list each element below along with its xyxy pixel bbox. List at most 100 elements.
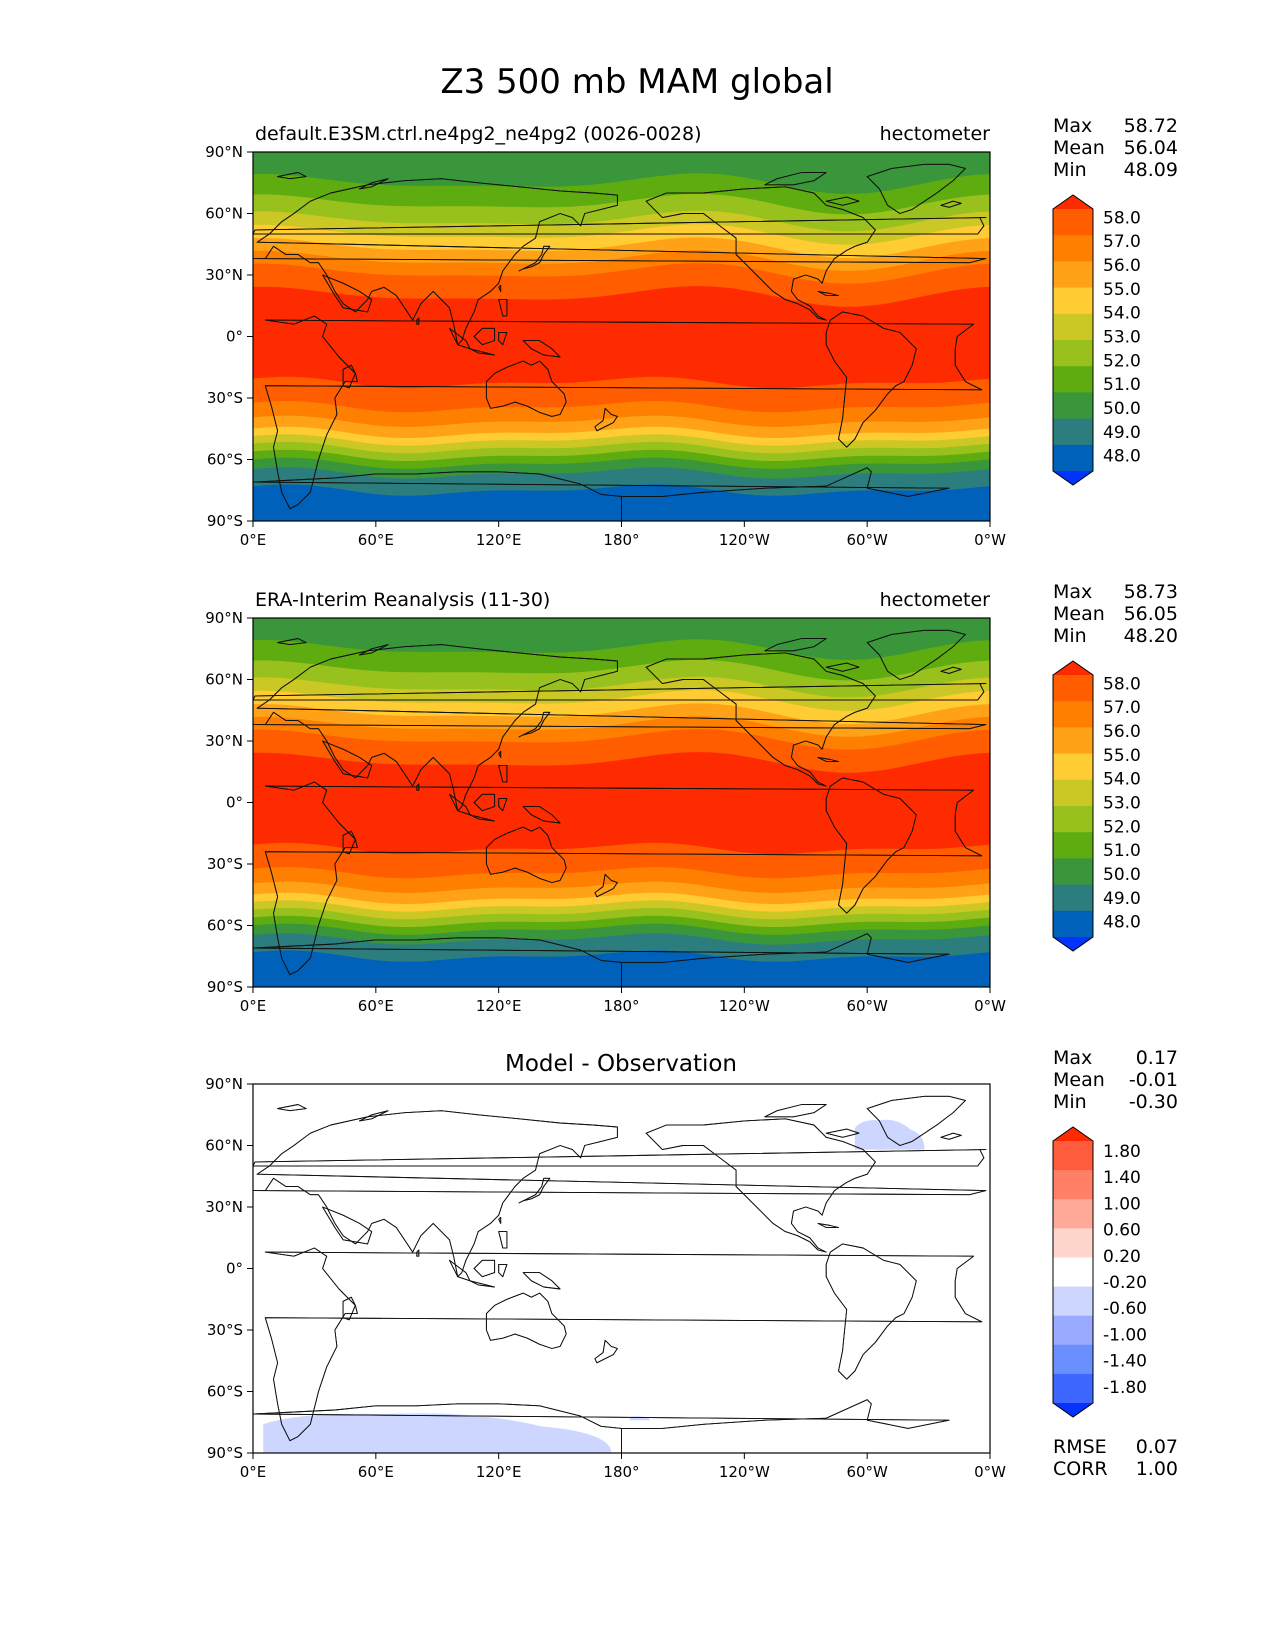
colorbar-segment bbox=[1053, 1228, 1093, 1258]
colorbar-segment bbox=[1053, 1344, 1093, 1375]
colorbar-extend-min bbox=[1053, 471, 1093, 485]
colorbar-segment bbox=[1053, 261, 1093, 289]
colorbar-segment bbox=[1053, 884, 1093, 912]
colorbar-segment bbox=[1053, 1315, 1093, 1346]
coastline bbox=[253, 683, 987, 701]
x-tick-label: 120°E bbox=[476, 1463, 522, 1481]
stats-ref: Max 58.73 Mean 56.05 Min 48.20 bbox=[1053, 581, 1178, 647]
colorbar-tick-label: 0.60 bbox=[1103, 1221, 1141, 1241]
coastline bbox=[764, 172, 827, 186]
stat-value: 58.73 bbox=[1124, 581, 1178, 603]
coastline bbox=[473, 793, 496, 812]
bottom-stat-value: 1.00 bbox=[1136, 1458, 1178, 1480]
panel-test-left-title: default.E3SM.ctrl.ne4pg2_ne4pg2 (0026-00… bbox=[255, 123, 702, 145]
y-tick-label: 30°S bbox=[207, 389, 243, 407]
map-test bbox=[253, 152, 990, 521]
colorbar-tick-label: 55.0 bbox=[1103, 746, 1141, 766]
x-tick-label: 180° bbox=[603, 531, 639, 549]
y-tick-label: 60°S bbox=[207, 451, 243, 469]
colorbar-segment bbox=[1053, 340, 1093, 367]
colorbar-segment bbox=[1053, 287, 1093, 315]
colorbar-extend-max bbox=[1053, 1127, 1093, 1141]
x-tick-label: 60°E bbox=[358, 997, 394, 1015]
x-tick-label: 60°W bbox=[846, 1463, 888, 1481]
y-tick-label: 0° bbox=[226, 1260, 243, 1278]
colorbar-segment bbox=[1053, 675, 1093, 702]
colorbar-tick-label: -1.00 bbox=[1103, 1325, 1147, 1345]
x-tick-label: 60°W bbox=[846, 997, 888, 1015]
y-tick-label: 90°N bbox=[205, 143, 243, 161]
coastline bbox=[825, 1243, 917, 1380]
colorbar-tick-label: 51.0 bbox=[1103, 841, 1141, 861]
colorbar-segment bbox=[1053, 235, 1093, 262]
coastline bbox=[473, 327, 496, 346]
colorbar-tick-label: 49.0 bbox=[1103, 889, 1141, 909]
colorbar-tick-label: 54.0 bbox=[1103, 770, 1141, 790]
coastline bbox=[264, 1247, 983, 1442]
coastline bbox=[359, 178, 389, 190]
colorbar-tick-label: 48.0 bbox=[1103, 447, 1141, 467]
colorbar-tick-label: 0.20 bbox=[1103, 1247, 1141, 1267]
panel-ref-left-title: ERA-Interim Reanalysis (11-30) bbox=[255, 589, 550, 611]
coastline bbox=[485, 1292, 567, 1349]
y-tick-label: 30°S bbox=[207, 855, 243, 873]
y-tick-label: 90°N bbox=[205, 1075, 243, 1093]
x-tick-label: 180° bbox=[603, 997, 639, 1015]
y-tick-label: 90°S bbox=[207, 1444, 243, 1462]
map-ref bbox=[253, 618, 990, 987]
coastline bbox=[416, 1249, 420, 1257]
colorbar-tick-label: 51.0 bbox=[1103, 375, 1141, 395]
stat-label: Min bbox=[1053, 625, 1087, 647]
colorbar-outline bbox=[1052, 194, 1094, 486]
panel-test: default.E3SM.ctrl.ne4pg2_ne4pg2 (0026-00… bbox=[205, 115, 1178, 549]
colorbar-tick-label: 1.80 bbox=[1103, 1142, 1141, 1162]
coastline bbox=[825, 662, 860, 672]
stats-test: Max 58.72 Mean 56.04 Min 48.09 bbox=[1053, 115, 1178, 181]
colorbar-tick-label: 50.0 bbox=[1103, 399, 1141, 419]
stat-label: Max bbox=[1053, 115, 1092, 137]
colorbar-segment bbox=[1053, 858, 1093, 886]
coastline bbox=[469, 814, 496, 822]
colorbar-outline bbox=[1052, 1126, 1094, 1418]
colorbar-tick-label: 56.0 bbox=[1103, 722, 1141, 742]
coastline bbox=[522, 806, 561, 824]
bottom-stat-label: CORR bbox=[1053, 1458, 1108, 1480]
colorbar-tick-label: 1.00 bbox=[1103, 1194, 1141, 1214]
axis-ticks-test: 0°E 60°E 120°E 180° 120°W 60°W 0°W 90°N 60°N 30°N… bbox=[205, 143, 1006, 549]
colorbar-tick-label: 57.0 bbox=[1103, 232, 1141, 252]
colorbar-extend-min bbox=[1053, 937, 1093, 951]
axis-ticks-diff: 0°E 60°E 120°E 180° 120°W 60°W 0°W 90°N 60°N 30°N… bbox=[205, 1075, 1006, 1481]
axis-ticks-ref: 0°E 60°E 120°E 180° 120°W 60°W 0°W 90°N 60°N 30°N… bbox=[205, 609, 1006, 1015]
coastline bbox=[359, 644, 389, 656]
stats-diff: Max 0.17 Mean -0.01 Min -0.30 bbox=[1053, 1047, 1178, 1113]
colorbar-extend-max bbox=[1053, 661, 1093, 675]
coastline bbox=[498, 797, 508, 812]
coastline bbox=[359, 1110, 389, 1122]
y-tick-label: 60°S bbox=[207, 1383, 243, 1401]
stat-label: Mean bbox=[1053, 603, 1105, 625]
contour-band bbox=[253, 752, 990, 855]
coastline bbox=[764, 638, 827, 652]
coastline bbox=[645, 1118, 876, 1253]
y-tick-label: 60°N bbox=[205, 671, 243, 689]
coastline bbox=[322, 740, 373, 779]
colorbar-extend-max bbox=[1053, 195, 1093, 209]
coastline bbox=[485, 360, 567, 417]
coastline bbox=[522, 1272, 561, 1290]
figure-title: Z3 500 mb MAM global bbox=[440, 62, 833, 102]
coastline bbox=[498, 1216, 502, 1224]
coastline bbox=[817, 756, 839, 762]
y-tick-label: 30°S bbox=[207, 1321, 243, 1339]
x-tick-label: 120°W bbox=[719, 531, 770, 549]
colorbar-tick-label: 58.0 bbox=[1103, 208, 1141, 228]
y-tick-label: 60°S bbox=[207, 917, 243, 935]
coastline bbox=[825, 311, 917, 448]
coastline bbox=[498, 284, 502, 292]
coastline bbox=[473, 1259, 496, 1278]
colorbar-tick-label: 48.0 bbox=[1103, 913, 1141, 933]
colorbar-tick-label: 58.0 bbox=[1103, 674, 1141, 694]
x-tick-label: 120°W bbox=[719, 1463, 770, 1481]
coastline bbox=[594, 873, 618, 898]
contour-band bbox=[253, 286, 990, 389]
